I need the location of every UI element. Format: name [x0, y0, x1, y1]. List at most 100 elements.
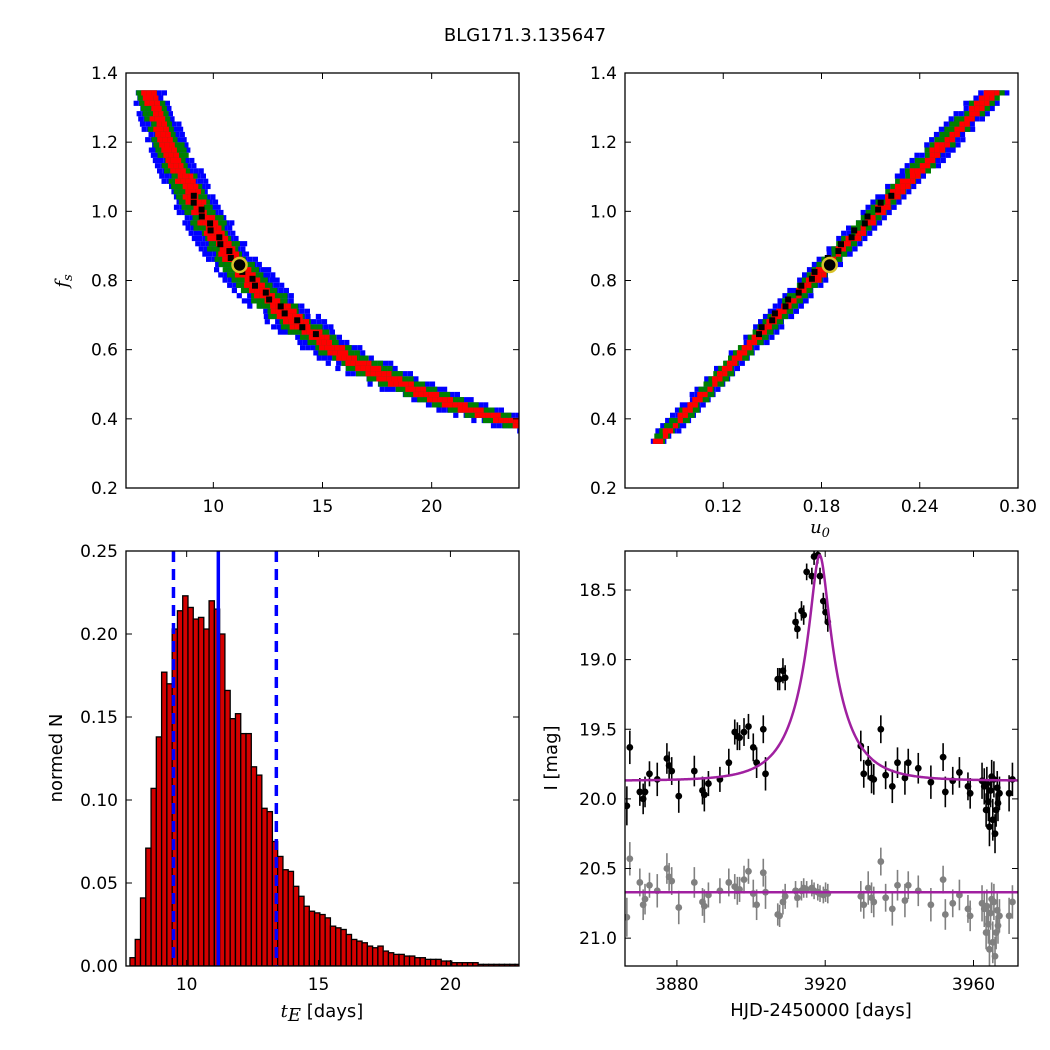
density-cell — [436, 386, 442, 392]
density-cell — [709, 391, 715, 398]
density-cell — [439, 391, 445, 398]
density-cell — [268, 313, 274, 320]
density-cell — [313, 350, 319, 356]
x-tick-label: 15 — [308, 975, 330, 995]
density-cell — [457, 407, 463, 413]
data-point — [665, 762, 673, 769]
density-cell — [477, 402, 484, 408]
density-cell — [285, 303, 291, 309]
histogram-bar — [224, 689, 231, 966]
histogram-bar — [150, 787, 157, 966]
histogram-bar — [329, 925, 337, 966]
density-cell — [436, 407, 442, 413]
density-cell — [517, 428, 519, 434]
best-chain-cell — [216, 234, 223, 241]
density-cell — [288, 298, 294, 304]
density-cell — [193, 183, 199, 190]
density-cell — [184, 209, 190, 216]
histogram-bar — [139, 897, 147, 966]
density-cell — [332, 350, 338, 356]
density-cell — [207, 204, 213, 210]
density-cell — [524, 428, 529, 433]
density-cell — [370, 371, 376, 377]
density-cell — [826, 251, 832, 257]
density-cell — [539, 428, 544, 433]
density-cell — [806, 282, 812, 288]
density-cell — [940, 157, 946, 164]
density-cell — [552, 434, 557, 439]
density-cell — [570, 439, 575, 444]
density-cell — [324, 329, 330, 335]
density-cell — [949, 137, 955, 143]
best-chain-cell — [798, 282, 805, 289]
density-cell — [157, 152, 163, 158]
residual-point — [626, 855, 634, 863]
density-cell — [213, 220, 219, 226]
density-cell — [682, 412, 688, 418]
density-cell — [376, 376, 382, 382]
density-cell — [212, 199, 219, 205]
density-cell — [231, 287, 237, 294]
density-cell — [872, 225, 878, 231]
density-cell — [507, 423, 513, 429]
data-point — [882, 771, 890, 779]
density-cell — [743, 334, 749, 340]
density-cell — [769, 334, 775, 340]
density-cell — [905, 178, 911, 184]
density-cell — [758, 339, 764, 346]
y-tick-label: 0.4 — [590, 410, 617, 430]
density-cell — [148, 95, 154, 101]
best-chain-cell — [811, 268, 818, 275]
density-cell — [227, 277, 233, 283]
density-cell — [652, 438, 658, 444]
density-cell — [708, 376, 714, 382]
density-cell — [741, 345, 747, 351]
density-cell — [697, 397, 703, 403]
residual-point — [989, 938, 997, 946]
density-cell — [449, 391, 455, 398]
density-cell — [870, 220, 876, 226]
x-tick-label: 20 — [421, 497, 443, 517]
density-cell — [571, 434, 576, 439]
density-cell — [841, 235, 847, 242]
density-cell — [560, 428, 565, 433]
density-cell — [782, 298, 788, 304]
density-cell — [777, 303, 784, 309]
density-cell — [978, 95, 985, 101]
x-tick-label: 10 — [176, 975, 198, 995]
density-cell — [316, 355, 322, 361]
density-cell — [860, 215, 866, 221]
density-cell — [782, 293, 788, 299]
density-cell — [215, 204, 221, 210]
best-chain-cell — [299, 324, 306, 331]
density-cell — [944, 142, 950, 148]
data-point — [625, 802, 631, 810]
density-cell — [933, 131, 940, 138]
density-cell — [147, 126, 153, 132]
density-cell — [428, 391, 434, 398]
best-chain-cell — [848, 234, 855, 241]
density-cell — [188, 168, 194, 174]
density-cell — [185, 199, 191, 205]
density-cell — [281, 313, 288, 320]
density-cell — [704, 397, 710, 403]
density-cell — [742, 350, 748, 356]
density-cell — [798, 303, 804, 309]
density-cell — [501, 412, 507, 418]
x-tick-label: 0.12 — [704, 497, 742, 517]
density-cell — [408, 391, 414, 398]
density-cell — [167, 137, 173, 143]
density-cell — [160, 116, 166, 122]
density-cell — [973, 95, 979, 101]
density-cell — [176, 147, 182, 153]
density-cell — [277, 329, 283, 335]
density-cell — [493, 407, 499, 413]
residual-point — [700, 902, 708, 910]
density-cell — [670, 412, 676, 418]
density-cell — [808, 293, 814, 299]
density-cell — [840, 246, 846, 252]
density-cell — [959, 121, 965, 127]
density-cell — [452, 407, 459, 413]
density-cell — [175, 178, 181, 184]
data-point — [803, 568, 811, 576]
